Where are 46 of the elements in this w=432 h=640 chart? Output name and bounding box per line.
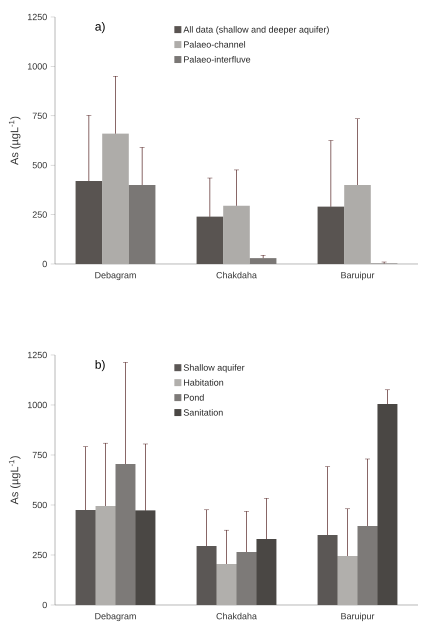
- bar: [338, 556, 358, 605]
- y-tick-label: 1000: [28, 402, 47, 408]
- y-tick-label: 250: [32, 552, 47, 558]
- y-tick-label: 750: [32, 112, 47, 119]
- x-tick-label: Chakdaha: [216, 612, 257, 620]
- y-tick-label: 0: [42, 260, 47, 268]
- y-axis-title: As (µgL$^{-1}$): [8, 456, 20, 504]
- legend-label: Palaeo-interfluve: [184, 56, 250, 63]
- legend-label: Pond: [184, 394, 204, 401]
- y-tick-label: 1000: [28, 63, 47, 70]
- y-tick-label: 750: [32, 452, 47, 458]
- y-tick-label: 1250: [28, 14, 47, 20]
- bar: [344, 184, 371, 264]
- bar: [318, 534, 338, 605]
- bar: [196, 216, 224, 264]
- x-tick-label: Baruipur: [341, 272, 374, 280]
- legend-label: Sanitation: [184, 409, 223, 416]
- legend-label: Shallow aquifer: [184, 364, 244, 373]
- bar: [250, 258, 276, 264]
- legend-label: Palaeo-channel: [184, 41, 246, 48]
- bar: [116, 464, 136, 605]
- y-tick-label: 1250: [28, 352, 47, 358]
- x-tick-label: Baruipur: [341, 612, 374, 622]
- y-axis-title: As (µgL$^{-1}$): [8, 116, 20, 165]
- chart-title: a): [95, 22, 105, 34]
- y-tick-label: 250: [32, 211, 47, 218]
- legend-label: All data (shallow and deeper aquifer): [183, 26, 329, 34]
- bar: [76, 180, 102, 264]
- bar: [76, 510, 96, 605]
- y-tick-label: 500: [32, 162, 47, 168]
- bar: [236, 552, 256, 605]
- bar: [196, 546, 217, 605]
- bar: [216, 564, 236, 605]
- legend-label: Habitation: [184, 379, 224, 386]
- bar: [128, 184, 156, 264]
- bar: [223, 206, 250, 264]
- chart-title: b): [96, 360, 105, 372]
- x-tick-label: Debagram: [95, 272, 136, 280]
- bar: [102, 134, 129, 264]
- bar: [96, 506, 116, 605]
- y-tick-label: 0: [42, 602, 47, 608]
- bar: [318, 206, 344, 264]
- bar: [358, 526, 378, 605]
- x-tick-label: Chakdaha: [216, 272, 257, 278]
- x-tick-label: Debagram: [95, 612, 136, 622]
- y-tick-label: 500: [32, 502, 47, 508]
